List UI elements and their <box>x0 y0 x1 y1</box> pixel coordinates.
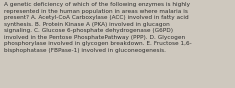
Text: A genetic deficiency of which of the following enzymes is highly
represented in : A genetic deficiency of which of the fol… <box>4 2 191 53</box>
